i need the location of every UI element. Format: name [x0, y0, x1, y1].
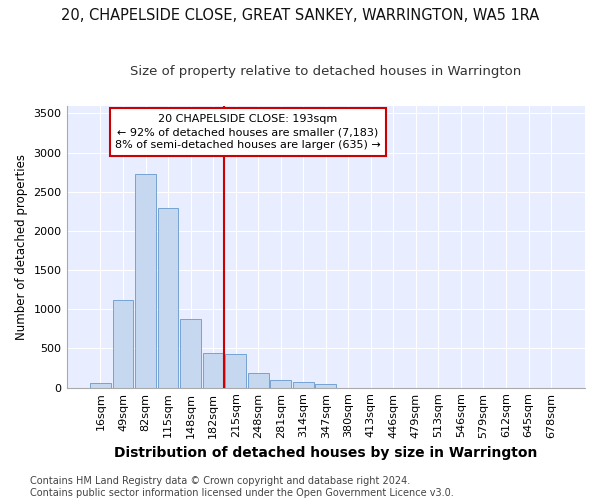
Text: Contains HM Land Registry data © Crown copyright and database right 2024.
Contai: Contains HM Land Registry data © Crown c… [30, 476, 454, 498]
Y-axis label: Number of detached properties: Number of detached properties [15, 154, 28, 340]
Bar [225, 354, 246, 388]
Title: Size of property relative to detached houses in Warrington: Size of property relative to detached ho… [130, 65, 521, 78]
Bar [293, 382, 314, 388]
Bar [203, 353, 223, 388]
Text: 20, CHAPELSIDE CLOSE, GREAT SANKEY, WARRINGTON, WA5 1RA: 20, CHAPELSIDE CLOSE, GREAT SANKEY, WARR… [61, 8, 539, 22]
X-axis label: Distribution of detached houses by size in Warrington: Distribution of detached houses by size … [114, 446, 538, 460]
Text: 20 CHAPELSIDE CLOSE: 193sqm
← 92% of detached houses are smaller (7,183)
8% of s: 20 CHAPELSIDE CLOSE: 193sqm ← 92% of det… [115, 114, 381, 150]
Bar [316, 384, 336, 388]
Bar [135, 174, 156, 388]
Bar [158, 208, 178, 388]
Bar [248, 373, 269, 388]
Bar [180, 318, 201, 388]
Bar [271, 380, 291, 388]
Bar [113, 300, 133, 388]
Bar [90, 384, 111, 388]
